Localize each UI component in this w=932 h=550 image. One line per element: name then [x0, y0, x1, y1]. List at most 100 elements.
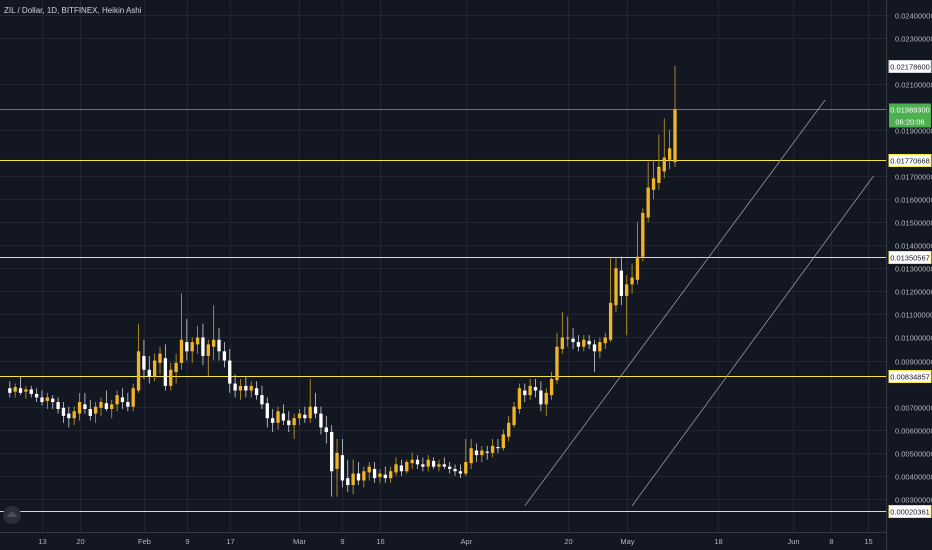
candle[interactable]: [603, 332, 607, 349]
candle[interactable]: [630, 263, 634, 294]
candle[interactable]: [249, 381, 253, 398]
candle[interactable]: [292, 413, 296, 439]
trend-line[interactable]: [524, 99, 826, 507]
candle[interactable]: [276, 406, 280, 430]
candle[interactable]: [228, 349, 232, 393]
candle[interactable]: [190, 337, 194, 363]
candle[interactable]: [174, 353, 178, 384]
candle[interactable]: [265, 397, 269, 428]
candle[interactable]: [308, 378, 312, 423]
candle[interactable]: [399, 459, 404, 476]
candle[interactable]: [651, 159, 656, 200]
candle[interactable]: [410, 452, 414, 469]
candle[interactable]: [136, 323, 141, 393]
candle[interactable]: [313, 392, 318, 419]
candle[interactable]: [271, 408, 275, 433]
candle[interactable]: [421, 457, 425, 472]
candle[interactable]: [635, 222, 640, 285]
candle[interactable]: [83, 392, 87, 414]
candle[interactable]: [152, 353, 157, 382]
trend-line[interactable]: [631, 175, 874, 507]
candle[interactable]: [501, 429, 505, 451]
price-axis[interactable]: 0.02400000 0.02300000 0.02100000 0.01900000…: [895, 12, 932, 505]
candle[interactable]: [608, 256, 613, 343]
candle[interactable]: [115, 390, 119, 412]
candle[interactable]: [56, 397, 60, 414]
candle[interactable]: [389, 466, 393, 483]
candle[interactable]: [517, 383, 522, 414]
candle[interactable]: [458, 464, 463, 479]
candle[interactable]: [480, 445, 484, 463]
candle[interactable]: [51, 395, 55, 409]
candle[interactable]: [356, 462, 361, 486]
candle[interactable]: [614, 256, 618, 313]
candle[interactable]: [641, 208, 645, 262]
candle[interactable]: [99, 397, 103, 416]
candle[interactable]: [40, 390, 44, 406]
candle[interactable]: [582, 335, 586, 352]
candle[interactable]: [8, 381, 12, 398]
candle[interactable]: [544, 388, 548, 416]
candle[interactable]: [169, 362, 173, 391]
candle[interactable]: [523, 383, 527, 403]
candle[interactable]: [238, 378, 243, 400]
candle[interactable]: [142, 339, 146, 379]
candle[interactable]: [528, 378, 532, 400]
candle[interactable]: [335, 438, 339, 497]
candle[interactable]: [244, 376, 248, 398]
candle[interactable]: [646, 162, 650, 223]
candle[interactable]: [464, 438, 468, 476]
candle[interactable]: [533, 378, 538, 398]
candle[interactable]: [126, 392, 130, 412]
candle[interactable]: [490, 438, 495, 458]
candle[interactable]: [24, 385, 28, 399]
candle[interactable]: [163, 344, 168, 391]
candle[interactable]: [560, 312, 564, 354]
candle[interactable]: [496, 438, 500, 453]
candle[interactable]: [442, 457, 446, 469]
candle[interactable]: [667, 129, 672, 170]
candle[interactable]: [104, 390, 109, 412]
candle[interactable]: [13, 383, 17, 398]
candle[interactable]: [34, 388, 39, 403]
candle[interactable]: [233, 374, 237, 398]
candle[interactable]: [662, 118, 666, 179]
candle[interactable]: [625, 275, 629, 336]
candle[interactable]: [619, 256, 624, 306]
candle[interactable]: [195, 325, 200, 354]
candle[interactable]: [319, 406, 323, 435]
candle[interactable]: [576, 335, 581, 352]
candle[interactable]: [72, 406, 76, 426]
candle[interactable]: [201, 323, 205, 366]
candle[interactable]: [571, 328, 575, 349]
candle[interactable]: [303, 406, 307, 423]
candle[interactable]: [330, 425, 334, 497]
candle[interactable]: [185, 319, 189, 361]
candle[interactable]: [555, 332, 559, 384]
candle[interactable]: [507, 415, 511, 442]
candle[interactable]: [485, 445, 489, 460]
candle[interactable]: [566, 316, 570, 347]
candle[interactable]: [394, 457, 398, 476]
candle[interactable]: [61, 402, 66, 423]
candle[interactable]: [281, 404, 286, 426]
candle[interactable]: [372, 462, 377, 483]
candle[interactable]: [217, 328, 221, 361]
candle[interactable]: [405, 459, 409, 474]
candle[interactable]: [45, 392, 50, 409]
candle[interactable]: [657, 134, 661, 190]
candle[interactable]: [431, 457, 436, 469]
candle[interactable]: [598, 337, 602, 359]
candle[interactable]: [448, 462, 452, 474]
candle[interactable]: [260, 385, 264, 409]
candle[interactable]: [324, 415, 328, 444]
candle[interactable]: [131, 383, 135, 412]
candle[interactable]: [120, 388, 125, 409]
candle[interactable]: [179, 293, 184, 370]
candle[interactable]: [287, 411, 291, 433]
candle[interactable]: [254, 381, 259, 400]
candle[interactable]: [539, 381, 543, 412]
candle[interactable]: [587, 335, 591, 349]
candle[interactable]: [362, 466, 366, 488]
